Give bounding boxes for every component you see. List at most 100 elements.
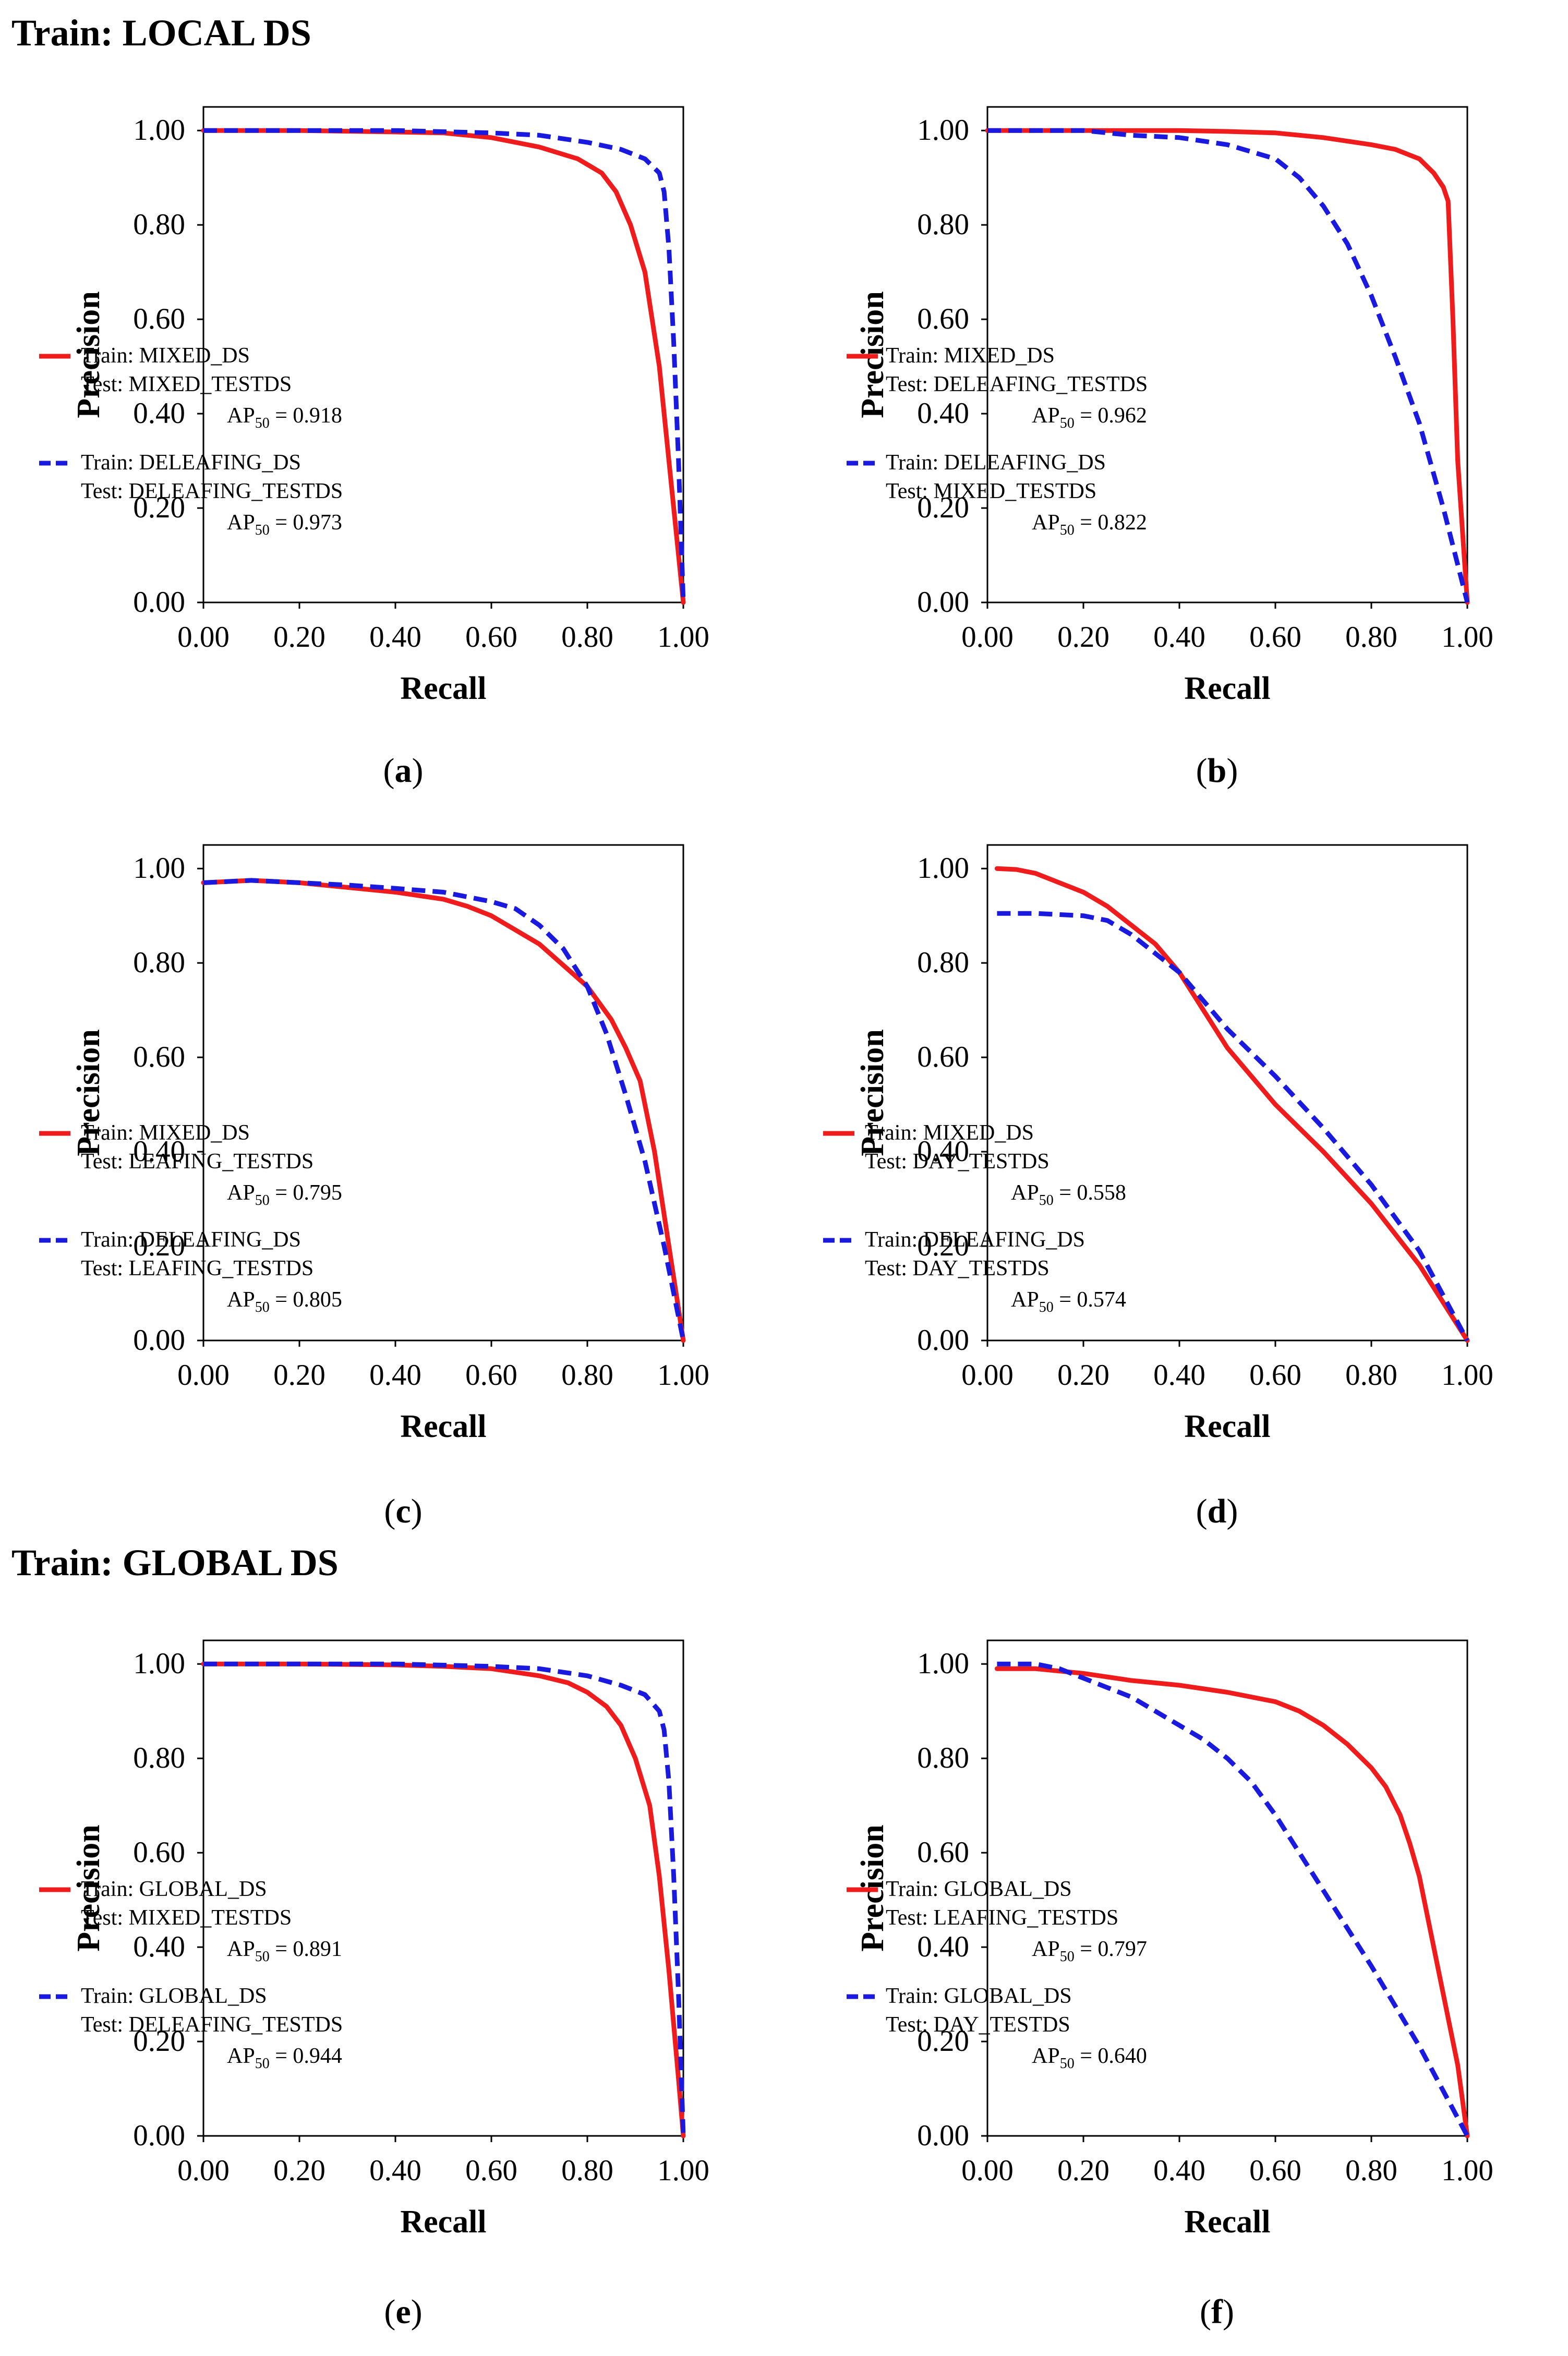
legend-train-label: Train: DELEAFING_DS [865,1228,1085,1252]
y-tick-label: 0.00 [917,2119,969,2152]
legend-test-label: Test: DELEAFING_TESTDS [81,479,343,503]
x-tick-label: 0.80 [1345,621,1397,654]
caption-letter: a [394,752,412,790]
plot-frame [202,106,684,603]
series-line-solid [994,1666,1470,2138]
y-tick-label: 0.40 [917,397,969,430]
y-tick-label: 1.00 [917,114,969,147]
x-axis-label: Recall [400,671,486,706]
y-tick-label: 0.80 [133,946,185,979]
y-tick-label: 0.40 [917,1930,969,1963]
x-tick-label: 0.00 [177,1359,230,1392]
legend-train-label: Train: MIXED_DS [865,1121,1034,1145]
x-tick-label: 0.80 [1345,1359,1397,1392]
legend-train-label: Train: MIXED_DS [886,344,1055,368]
y-tick-label: 0.80 [133,208,185,241]
ap-subscript: 50 [255,1299,270,1315]
caption-letter: e [395,2293,411,2331]
ap-prefix: AP [227,2044,255,2068]
x-tick-label: 0.00 [961,1359,1014,1392]
y-tick-label: 0.60 [917,1836,969,1869]
ap-subscript: 50 [1039,1299,1054,1315]
ap-subscript: 50 [1060,415,1075,431]
ap-number: = 0.558 [1054,1181,1126,1205]
ap-number: = 0.822 [1075,511,1147,535]
y-tick-label: 0.20 [133,2025,185,2058]
x-tick-label: 0.20 [1057,621,1109,654]
section-title-global: Train: GLOBAL DS [11,1542,339,1584]
ap-number: = 0.962 [1075,404,1147,428]
plot-frame [986,844,1468,1342]
ap-number: = 0.805 [270,1288,342,1312]
legend-ap-value: AP50 = 0.574 [1011,1288,1126,1315]
caption-b: (b) [1196,752,1238,790]
x-tick-label: 0.60 [465,2154,517,2187]
y-tick-label: 0.80 [917,208,969,241]
plot-frame [202,1639,684,2137]
x-tick-label: 1.00 [657,1359,709,1392]
legend-train-label: Train: MIXED_DS [81,344,250,368]
caption-letter: f [1211,2293,1223,2331]
y-tick-label: 0.20 [917,2025,969,2058]
series-line-solid [985,128,1470,605]
x-tick-label: 1.00 [1441,2154,1493,2187]
legend-train-label: Train: DELEAFING_DS [81,1228,301,1252]
series-line-dashed [203,1661,686,2136]
x-axis-label: Recall [400,1409,486,1444]
legend-test-label: Test: LEAFING_TESTDS [81,1256,313,1280]
x-tick-label: 0.40 [1153,621,1205,654]
x-tick-label: 0.40 [1153,1359,1205,1392]
caption-letter: d [1207,1492,1227,1530]
ap-prefix: AP [227,404,255,428]
series-line-solid [994,866,1470,1343]
legend-ap-value: AP50 = 0.962 [1032,404,1147,431]
x-tick-label: 0.20 [273,621,325,654]
x-tick-label: 0.20 [1057,1359,1109,1392]
y-tick-label: 0.40 [133,1930,185,1963]
y-tick-label: 0.20 [133,491,185,524]
series-line-solid [201,128,686,605]
ap-number: = 0.795 [270,1181,342,1205]
chart-panel-f: 0.00 0.20 0.40 0.60 0.80 1.00 0.00 0.20 0.40 0.60… [847,1639,1493,2240]
x-axis-label: Recall [1184,2204,1270,2240]
y-tick-label: 1.00 [133,1647,185,1680]
y-tick-label: 0.20 [917,491,969,524]
caption-f: (f) [1200,2293,1234,2331]
caption-letter: c [395,1492,411,1530]
x-axis-label: Recall [1184,671,1270,706]
caption-c: (c) [384,1492,423,1530]
legend-test-label: Test: DAY_TESTDS [886,2013,1070,2037]
legend-ap-value: AP50 = 0.891 [227,1937,342,1965]
chart-panel-a: 0.00 0.20 0.40 0.60 0.80 1.00 0.00 0.20 0.40 0.60… [39,106,709,706]
ap-prefix: AP [1011,1181,1039,1205]
legend-test-label: Test: DELEAFING_TESTDS [81,2013,343,2037]
ap-prefix: AP [227,1937,255,1961]
chart-panel-d: 0.00 0.20 0.40 0.60 0.80 1.00 0.00 0.20 0.40 0.60… [823,844,1493,1444]
x-tick-label: 0.40 [369,2154,421,2187]
y-tick-label: 0.40 [917,1135,969,1168]
y-tick-label: 0.20 [133,1229,185,1262]
legend-train-label: Train: GLOBAL_DS [81,1877,267,1901]
y-tick-label: 0.60 [133,1041,185,1073]
ap-prefix: AP [1032,1937,1060,1961]
y-axis-label: Precision [855,1029,890,1156]
ap-subscript: 50 [255,2056,270,2072]
series-line-solid [201,878,686,1343]
x-tick-label: 0.60 [465,1359,517,1392]
legend-ap-value: AP50 = 0.822 [1032,511,1147,538]
y-tick-label: 0.00 [917,586,969,619]
y-tick-label: 0.40 [133,1135,185,1168]
y-tick-label: 0.80 [917,946,969,979]
series-line-dashed [997,911,1469,1342]
y-tick-label: 0.00 [133,2119,185,2152]
y-axis-label: Precision [71,1825,106,1951]
y-tick-label: 0.00 [133,586,185,619]
legend-train-label: Train: DELEAFING_DS [886,451,1106,475]
ap-prefix: AP [1011,1288,1039,1312]
x-tick-label: 0.00 [961,2154,1014,2187]
x-tick-label: 0.00 [177,2154,230,2187]
ap-subscript: 50 [1060,522,1075,538]
legend-test-label: Test: MIXED_TESTDS [81,1906,292,1930]
legend-ap-value: AP50 = 0.797 [1032,1937,1147,1965]
y-tick-label: 1.00 [917,852,969,885]
